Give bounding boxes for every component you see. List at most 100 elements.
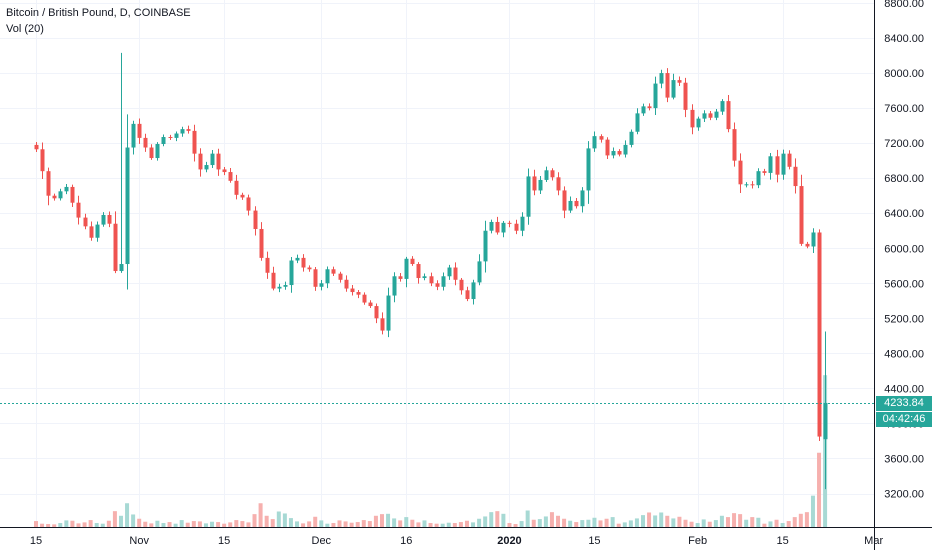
volume-bar — [118, 515, 123, 527]
time-axis-label: 15 — [776, 535, 788, 547]
volume-bar — [750, 517, 755, 527]
volume-bar — [446, 522, 451, 527]
candle-body — [253, 210, 258, 229]
candle-body — [483, 230, 488, 262]
candle — [46, 167, 51, 206]
price-axis-label: 4400.00 — [884, 383, 924, 395]
candle-body — [817, 232, 822, 437]
volume-bar — [203, 523, 208, 527]
candle-body — [629, 131, 634, 145]
candle — [532, 169, 537, 196]
volume-bar — [471, 522, 476, 527]
candle — [629, 129, 634, 148]
volume-bar — [106, 520, 111, 527]
candle-body — [544, 170, 549, 180]
candle-body — [137, 123, 142, 138]
volume-bar — [288, 518, 293, 527]
candle — [823, 331, 828, 490]
volume-bar — [167, 522, 172, 527]
candle-body — [119, 264, 124, 272]
price-axis-label: 7200.00 — [884, 138, 924, 150]
candle-body — [392, 276, 397, 296]
volume-bar — [367, 521, 372, 527]
candle — [64, 184, 69, 195]
volume-bar — [483, 516, 488, 527]
candle-body — [319, 283, 324, 287]
candle — [768, 153, 773, 180]
volume-bar — [282, 513, 287, 527]
candle-body — [514, 223, 519, 231]
volume-bar — [325, 523, 330, 527]
candle-body — [611, 151, 616, 156]
candle-body — [501, 222, 506, 233]
candle — [380, 312, 385, 335]
candle-body — [64, 186, 69, 192]
candle-body — [350, 288, 355, 293]
candle — [210, 149, 215, 168]
volume-bar — [464, 520, 469, 527]
time-axis-label: Mar — [864, 535, 883, 547]
candle-body — [762, 171, 767, 173]
volume-bar — [64, 520, 69, 527]
candle-body — [690, 109, 695, 128]
volume-bar — [677, 516, 682, 527]
candle — [459, 277, 464, 295]
price-axis-label: 8400.00 — [884, 33, 924, 45]
candle-body — [289, 260, 294, 286]
volume-bar — [52, 524, 57, 527]
candle-body — [107, 214, 112, 224]
candle — [702, 110, 707, 122]
time-axis[interactable] — [0, 527, 874, 550]
candle — [143, 133, 148, 152]
volume-bars — [34, 375, 828, 527]
candle-body — [58, 191, 63, 199]
candle — [605, 137, 610, 159]
volume-bar — [744, 519, 749, 527]
candle-body — [307, 267, 312, 270]
candle — [83, 213, 88, 230]
candle — [101, 212, 106, 227]
volume-bar — [525, 510, 530, 527]
candle — [568, 196, 573, 213]
price-axis-label: 6000.00 — [884, 243, 924, 255]
candle — [501, 220, 506, 238]
candle-body — [101, 214, 106, 225]
candle — [204, 161, 209, 173]
volume-bar — [719, 515, 724, 527]
candle-body — [787, 153, 792, 167]
candle — [368, 300, 373, 308]
candle — [665, 68, 670, 103]
candle-body — [368, 302, 373, 307]
candle-body — [526, 176, 531, 217]
price-axis[interactable] — [874, 0, 932, 527]
candle-body — [653, 83, 658, 109]
volume-bar — [125, 503, 130, 527]
candle — [544, 166, 549, 182]
volume-bar — [137, 518, 142, 527]
candle — [696, 116, 701, 131]
chart-legend[interactable]: Bitcoin / British Pound, D, COINBASE Vol… — [6, 5, 191, 37]
candle-body — [435, 283, 440, 287]
volume-bar — [40, 523, 45, 527]
candle — [489, 219, 494, 234]
candle-body — [623, 144, 628, 155]
candle — [690, 104, 695, 135]
candle — [720, 99, 725, 115]
candle-body — [489, 221, 494, 231]
candle — [234, 174, 239, 200]
volume-bar — [798, 513, 803, 527]
candle-body — [344, 279, 349, 289]
volume-bar — [392, 518, 397, 527]
volume-bar — [161, 523, 166, 527]
candle — [240, 192, 245, 200]
volume-bar — [88, 520, 93, 527]
candle — [550, 168, 555, 181]
candle-body — [562, 190, 567, 211]
candle-body — [574, 200, 579, 207]
candle — [744, 182, 749, 188]
candle-body — [775, 156, 780, 175]
candle-body — [738, 160, 743, 185]
candle-body — [228, 172, 233, 181]
